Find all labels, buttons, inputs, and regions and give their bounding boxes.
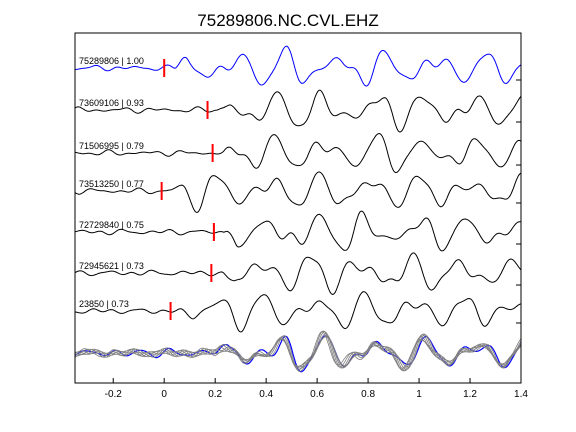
x-tick-label: 0.4	[259, 389, 273, 400]
stack-trace-line	[74, 331, 522, 370]
trace-line	[74, 291, 522, 333]
trace-label: 72945621 | 0.73	[79, 261, 144, 271]
trace-label: 71506995 | 0.79	[79, 141, 144, 151]
x-tick-label: 0.2	[208, 389, 222, 400]
plot-frame	[74, 32, 522, 384]
x-tick-label: 1.2	[463, 389, 477, 400]
trace-line	[74, 171, 522, 213]
x-tick-label: 0.6	[310, 389, 324, 400]
trace-label: 73609106 | 0.93	[79, 98, 144, 108]
trace-group: 75289806 | 1.00 73609106 | 0.93 71506995 |…	[74, 45, 522, 333]
stack-trace-line	[74, 333, 522, 372]
x-tick-label: 1.4	[514, 389, 528, 400]
trace-line	[74, 252, 522, 295]
x-tick-label: 0.8	[361, 389, 375, 400]
trace-label: 73513250 | 0.77	[79, 179, 144, 189]
trace-line	[74, 45, 522, 87]
x-axis-ticks: -0.2 0 0.2 0.4 0.6 0.8 1 1.2 1.4	[105, 378, 528, 400]
stack-trace-line	[74, 333, 522, 371]
trace-label: 75289806 | 1.00	[79, 56, 144, 66]
stack-trace-line	[74, 334, 522, 372]
trace-line	[74, 89, 522, 133]
x-tick-label: 1	[416, 389, 422, 400]
trace-line	[74, 210, 522, 252]
stack-trace-line	[74, 330, 522, 371]
trace-line	[74, 133, 522, 174]
trace-label: 23850 | 0.73	[79, 299, 129, 309]
trace-label: 72729840 | 0.75	[79, 220, 144, 230]
stack-overlay	[74, 330, 522, 373]
x-tick-label: 0	[161, 389, 167, 400]
x-tick-label: -0.2	[105, 389, 123, 400]
chart-title: 75289806.NC.CVL.EHZ	[197, 11, 378, 30]
